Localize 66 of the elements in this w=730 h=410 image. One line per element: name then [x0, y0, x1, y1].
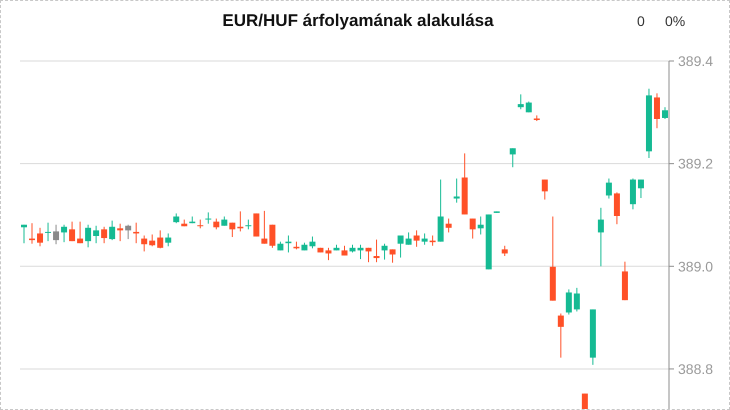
candlestick — [117, 223, 124, 242]
candlestick — [422, 232, 428, 246]
candlestick — [662, 106, 668, 120]
candlestick — [53, 224, 60, 245]
chart-title: EUR/HUF árfolyamának alakulása — [222, 11, 494, 30]
candlestick — [382, 243, 388, 260]
candlestick — [109, 220, 116, 241]
candlestick — [245, 219, 252, 230]
candlestick — [526, 101, 532, 113]
candlestick — [133, 222, 140, 244]
candlestick — [502, 245, 508, 257]
candlestick — [470, 218, 476, 240]
candlestick — [510, 148, 516, 168]
candlestick — [197, 219, 204, 229]
candlestick — [446, 218, 452, 233]
candlestick — [77, 221, 84, 244]
candlestick — [29, 222, 36, 244]
candlestick — [45, 222, 52, 242]
candlestick — [654, 92, 660, 129]
candlestick — [157, 230, 164, 249]
candlestick — [205, 212, 212, 224]
candlestick — [566, 288, 572, 316]
y-tick-label: 389.2 — [678, 156, 714, 172]
candlestick — [574, 287, 580, 312]
candlestick — [430, 235, 436, 246]
candlestick — [237, 210, 244, 232]
candlestick — [21, 224, 27, 244]
candlestick — [358, 244, 364, 260]
candlestick — [398, 235, 404, 258]
candlestick — [390, 248, 396, 264]
candlestick — [85, 224, 92, 248]
candlestick — [101, 226, 108, 244]
candlestick — [269, 224, 276, 248]
candlestick — [213, 218, 220, 230]
candlestick — [141, 235, 148, 252]
candlestick — [261, 210, 268, 244]
candlestick — [37, 227, 44, 247]
candlestick — [606, 178, 612, 200]
candlestick — [366, 247, 372, 263]
y-tick-label: 388.8 — [678, 360, 714, 377]
candlestick — [518, 94, 524, 110]
candlestick — [325, 247, 332, 261]
candlestick — [638, 179, 644, 199]
candlestick — [93, 225, 100, 244]
y-tick-label: 389.0 — [678, 258, 714, 274]
candlestick — [374, 239, 380, 263]
candlestick — [542, 179, 548, 200]
candlestick — [598, 207, 604, 267]
candlestick — [478, 216, 484, 235]
candlestick — [285, 235, 292, 253]
text: 0% — [665, 13, 686, 29]
candlestick — [229, 222, 236, 238]
candlestick — [558, 313, 564, 358]
candlestick — [69, 221, 76, 242]
y-tick-label: 389.4 — [678, 52, 714, 69]
candlestick — [414, 230, 420, 248]
candlestick — [61, 224, 68, 243]
candlestick — [125, 224, 132, 240]
candlestick — [173, 212, 180, 224]
candlestick — [406, 232, 412, 246]
candlestick — [149, 234, 156, 247]
candlestick — [614, 192, 620, 225]
text: 0 — [637, 13, 645, 29]
candlestick — [165, 232, 172, 247]
candlestick — [454, 178, 460, 204]
candlestick — [309, 236, 316, 249]
